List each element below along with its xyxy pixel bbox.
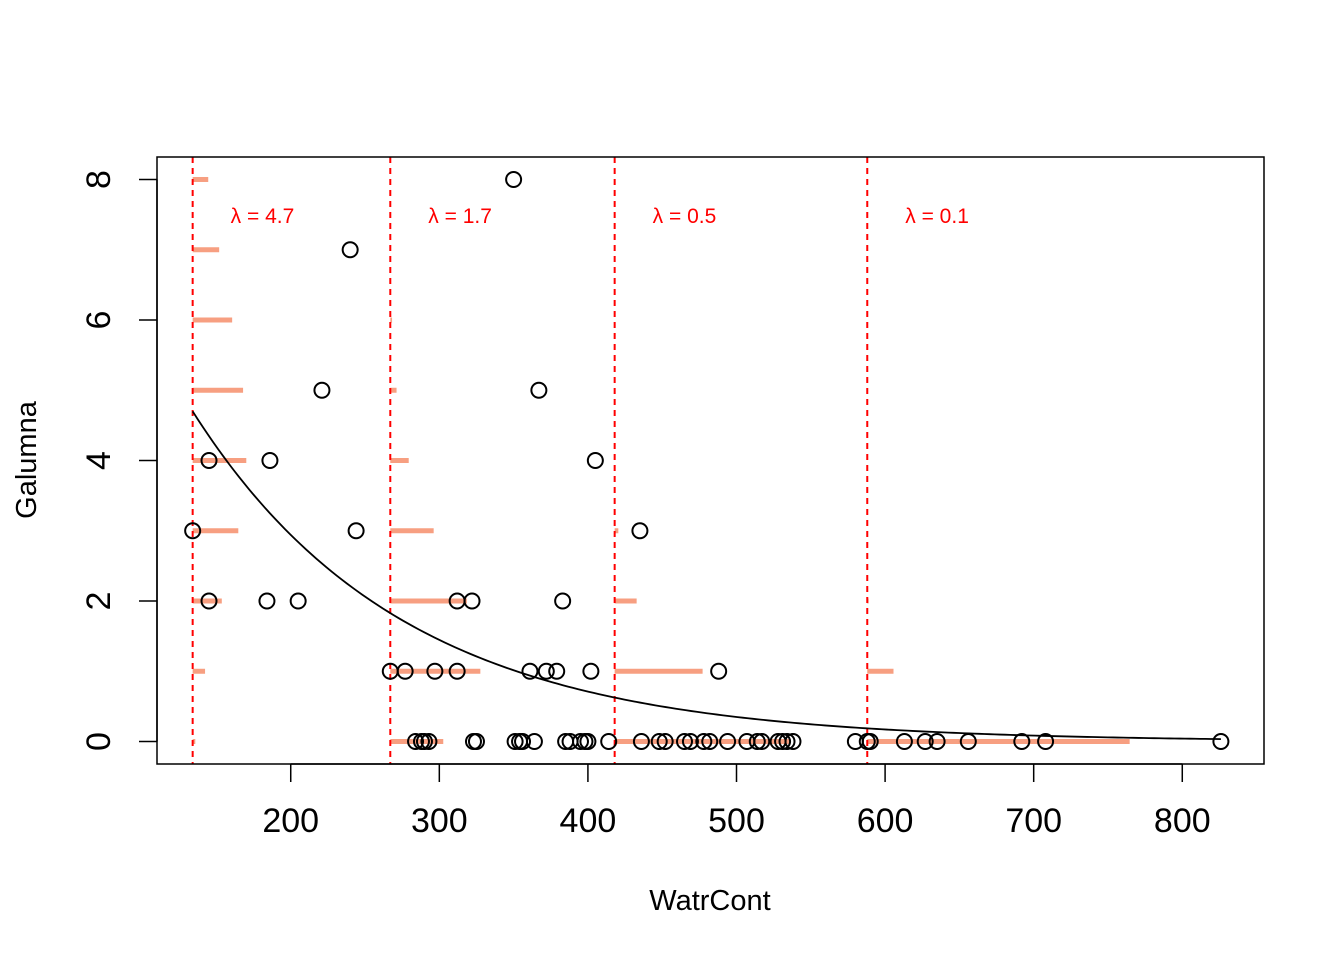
data-point xyxy=(448,662,466,680)
data-point xyxy=(261,452,279,469)
data-point xyxy=(778,733,796,751)
data-point xyxy=(548,662,566,680)
fit-curve xyxy=(191,410,1221,740)
data-point xyxy=(426,662,444,680)
y-tick-label: 0 xyxy=(80,732,118,751)
data-point xyxy=(579,733,597,751)
lambda-label: λ = 4.7 xyxy=(231,205,295,228)
data-point xyxy=(774,733,792,751)
y-axis-title: Galumna xyxy=(11,400,43,519)
data-point xyxy=(600,733,618,751)
data-point xyxy=(656,733,674,751)
x-tick-label: 200 xyxy=(262,802,319,840)
lambda-label: λ = 1.7 xyxy=(428,205,492,228)
data-point xyxy=(200,592,218,610)
data-point xyxy=(895,733,913,751)
data-point xyxy=(347,522,365,540)
data-point xyxy=(313,381,331,399)
data-point xyxy=(525,733,543,751)
data-point xyxy=(463,592,481,610)
poisson-bars-layer xyxy=(192,176,1130,745)
data-point xyxy=(675,733,693,751)
data-point xyxy=(753,733,771,751)
data-point xyxy=(514,733,532,751)
data-point xyxy=(521,662,539,680)
data-point xyxy=(784,733,802,751)
data-point xyxy=(289,592,307,610)
data-point xyxy=(650,733,668,751)
data-point xyxy=(571,733,589,751)
y-tick-label: 8 xyxy=(80,170,118,189)
data-point xyxy=(582,662,600,680)
x-tick-label: 300 xyxy=(411,802,468,840)
lambda-labels-layer: λ = 4.7 λ = 1.7 λ = 0.5 λ = 0.1 xyxy=(231,205,969,228)
data-point xyxy=(467,733,485,751)
y-tick-label: 4 xyxy=(80,451,118,470)
x-tick-label: 800 xyxy=(1154,802,1211,840)
data-point xyxy=(396,662,414,680)
data-point xyxy=(200,452,218,469)
data-point xyxy=(554,592,572,610)
data-point xyxy=(928,733,946,751)
data-point xyxy=(415,733,433,751)
data-point xyxy=(916,733,934,751)
data-point xyxy=(537,662,555,680)
data-point xyxy=(959,733,977,751)
fit-curve-layer xyxy=(191,410,1221,740)
data-point xyxy=(1013,733,1031,751)
data-point xyxy=(701,733,719,751)
lambda-label: λ = 0.1 xyxy=(905,205,969,228)
y-tick-label: 2 xyxy=(80,592,118,611)
x-tick-label: 500 xyxy=(708,802,765,840)
data-point xyxy=(719,733,737,751)
data-point xyxy=(695,733,713,751)
x-tick-label: 700 xyxy=(1005,802,1062,840)
data-point xyxy=(1212,733,1230,751)
data-point xyxy=(710,662,728,680)
data-point xyxy=(341,241,359,259)
x-axis-title: WatrCont xyxy=(649,885,770,917)
x-axis: 200 300 400 500 600 700 800 xyxy=(262,763,1211,840)
y-axis: 0 2 4 6 8 xyxy=(80,170,158,751)
data-point xyxy=(861,733,879,751)
data-point xyxy=(530,381,548,399)
data-point xyxy=(420,733,438,751)
data-point xyxy=(184,522,202,540)
cutoff-lines-layer xyxy=(191,157,869,764)
data-point xyxy=(681,733,699,751)
x-tick-label: 400 xyxy=(560,802,617,840)
data-point xyxy=(631,522,649,540)
x-tick-label: 600 xyxy=(857,802,914,840)
lambda-label: λ = 0.5 xyxy=(653,205,717,228)
data-point xyxy=(748,733,766,751)
data-point xyxy=(586,452,604,469)
points-layer xyxy=(184,170,1230,751)
y-tick-label: 6 xyxy=(80,311,118,330)
data-point xyxy=(632,733,650,751)
data-point xyxy=(506,733,524,751)
data-point xyxy=(258,592,276,610)
data-point xyxy=(505,170,523,188)
data-point xyxy=(1037,733,1055,751)
data-point xyxy=(407,733,425,751)
